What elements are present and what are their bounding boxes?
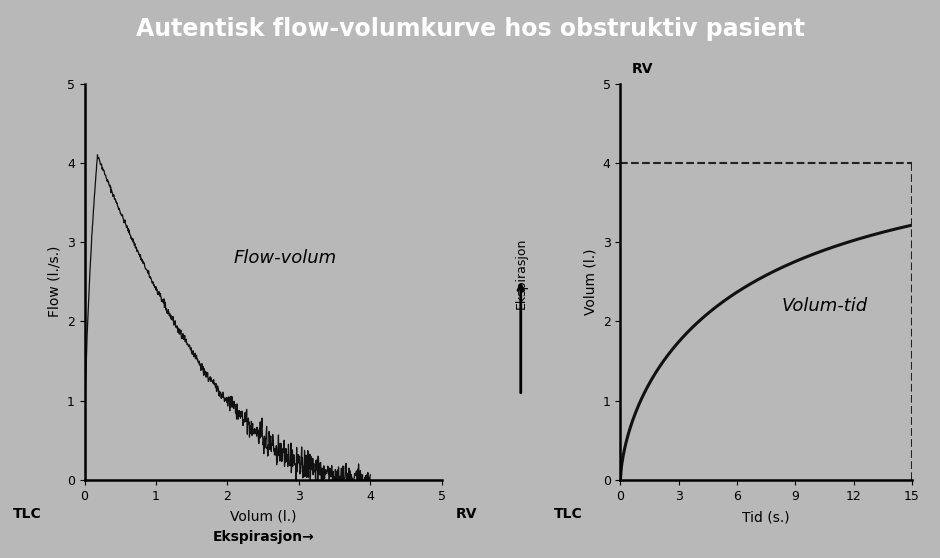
Text: TLC: TLC bbox=[554, 507, 582, 521]
Text: Autentisk flow-volumkurve hos obstruktiv pasient: Autentisk flow-volumkurve hos obstruktiv… bbox=[135, 17, 805, 41]
Text: Ekspirasjon: Ekspirasjon bbox=[515, 238, 528, 309]
Text: TLC: TLC bbox=[13, 507, 41, 521]
Text: Volum (l.): Volum (l.) bbox=[230, 509, 296, 523]
Y-axis label: Volum (l.): Volum (l.) bbox=[583, 248, 597, 315]
X-axis label: Tid (s.): Tid (s.) bbox=[743, 511, 790, 525]
Y-axis label: Flow (l./s.): Flow (l./s.) bbox=[47, 246, 61, 318]
Text: RV: RV bbox=[456, 507, 478, 521]
Text: Volum-tid: Volum-tid bbox=[781, 296, 868, 315]
Text: Flow-volum: Flow-volum bbox=[233, 249, 337, 267]
Text: RV: RV bbox=[632, 62, 653, 76]
Text: Ekspirasjon→: Ekspirasjon→ bbox=[212, 530, 314, 544]
